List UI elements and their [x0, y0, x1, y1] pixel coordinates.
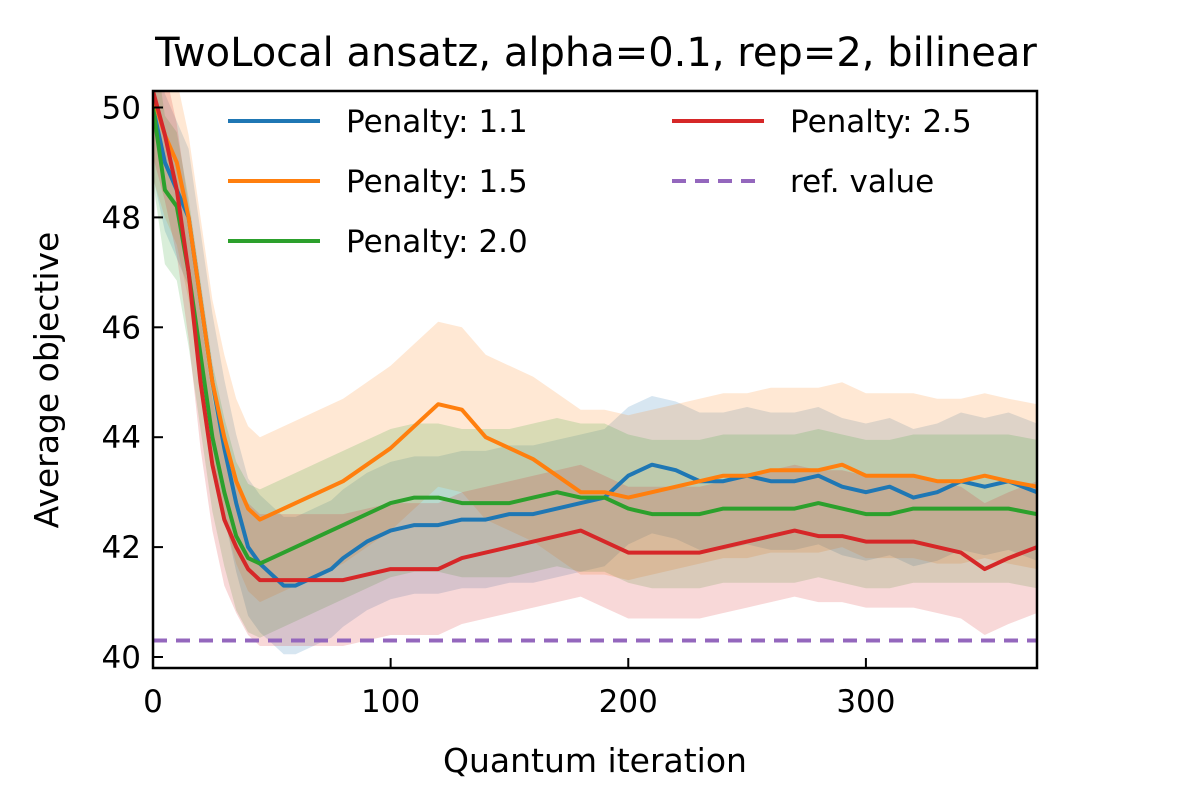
series-line-1 — [153, 107, 1037, 588]
y-axis-label: Average objective — [27, 232, 66, 529]
x-tick-label: 0 — [143, 684, 163, 720]
chart-title: TwoLocal ansatz, alpha=0.1, rep=2, bilin… — [154, 30, 1037, 76]
series-line-4 — [153, 91, 1037, 583]
y-tick-label: 40 — [102, 640, 141, 676]
plot-area — [153, 91, 1037, 655]
x-tick-label: 200 — [599, 684, 658, 720]
y-tick-label: 44 — [102, 420, 141, 456]
series-group — [153, 91, 1037, 655]
x-tick-label: 100 — [361, 684, 420, 720]
axis-ticks: 0 100 200 300 40 42 44 46 48 50 — [102, 90, 896, 720]
y-tick-label: 50 — [102, 90, 141, 126]
series-band-4 — [153, 91, 1037, 646]
y-tick-label: 46 — [102, 310, 141, 346]
y-tick-label: 42 — [102, 530, 141, 566]
plot-frame — [151, 89, 1039, 670]
legend-label: Penalty: 1.5 — [346, 164, 528, 200]
series-band-3 — [153, 91, 1037, 638]
legend: Penalty: 1.1 Penalty: 1.5 Penalty: 2.0 Pena… — [228, 104, 972, 260]
series-band-1 — [153, 91, 1037, 655]
legend-label: Penalty: 1.1 — [346, 104, 528, 140]
series-line-2 — [153, 95, 1037, 522]
legend-label: ref. value — [790, 164, 934, 200]
series-line-3 — [153, 107, 1037, 566]
y-tick-label: 48 — [102, 200, 141, 236]
legend-label: Penalty: 2.5 — [790, 104, 972, 140]
x-tick-label: 300 — [836, 684, 895, 720]
legend-label: Penalty: 2.0 — [346, 224, 528, 260]
x-axis-label: Quantum iteration — [443, 741, 747, 780]
